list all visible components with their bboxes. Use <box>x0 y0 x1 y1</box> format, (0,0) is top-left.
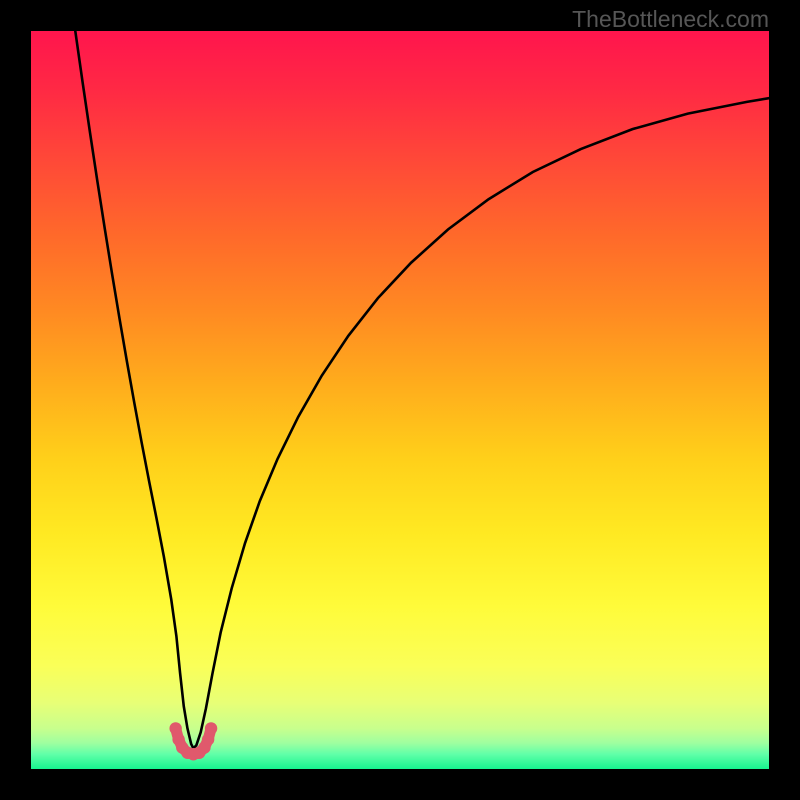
chart-svg <box>31 31 769 769</box>
plot-area <box>31 31 769 769</box>
watermark-label: TheBottleneck.com <box>572 6 769 33</box>
gradient-background <box>31 31 769 769</box>
